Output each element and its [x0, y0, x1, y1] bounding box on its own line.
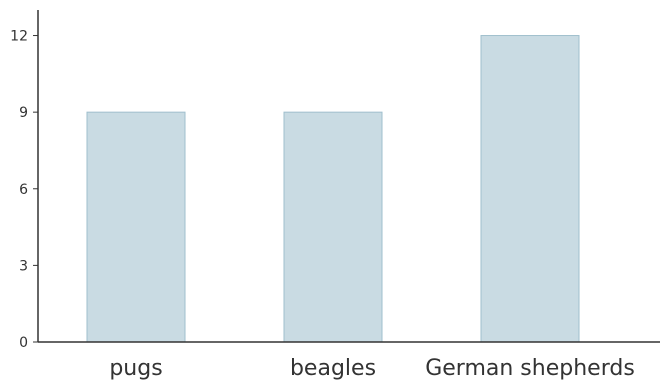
x-tick-label: pugs	[109, 356, 162, 381]
y-tick-label: 12	[10, 29, 28, 45]
axes-layer	[33, 10, 660, 343]
x-tick-label: beagles	[290, 356, 376, 381]
y-tick-label: 6	[19, 182, 28, 198]
labels-layer: pugs beagles German shepherds 0 3 6 9 12	[10, 29, 635, 381]
bars-layer	[86, 35, 580, 343]
bar-beagles	[283, 111, 383, 343]
bar-german-shepherds	[480, 35, 580, 343]
y-tick-label: 0	[19, 335, 28, 351]
bar-pugs	[86, 111, 186, 343]
x-tick-label: German shepherds	[425, 356, 635, 381]
y-tick-label: 9	[19, 105, 28, 121]
y-tick-label: 3	[19, 258, 28, 274]
